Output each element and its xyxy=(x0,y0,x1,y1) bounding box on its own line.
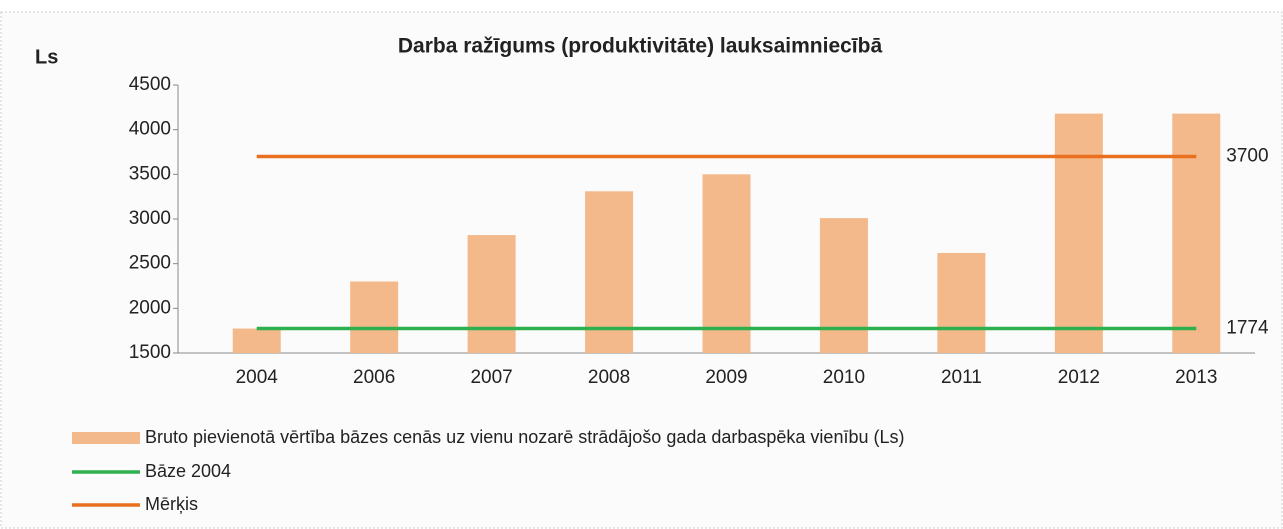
bar xyxy=(702,174,751,353)
legend-label: Mērķis xyxy=(145,494,198,514)
y-tick-label: 2500 xyxy=(129,253,171,274)
bar xyxy=(1172,113,1221,353)
y-tick-label: 4000 xyxy=(129,119,171,140)
y-tick-label: 1500 xyxy=(129,342,171,363)
x-tick-label: 2013 xyxy=(1175,367,1217,388)
data-label: 3700 xyxy=(1226,145,1268,166)
x-tick-label: 2009 xyxy=(705,367,747,388)
x-tick-label: 2007 xyxy=(470,367,512,388)
chart-title: Darba ražīgums (produktivitāte) lauksaim… xyxy=(398,35,883,58)
legend-label: Bruto pievienotā vērtība bāzes cenās uz … xyxy=(145,427,904,447)
x-tick-label: 2008 xyxy=(588,367,630,388)
legend-swatch xyxy=(72,432,140,444)
bar xyxy=(467,235,516,353)
bar xyxy=(350,281,399,353)
bar xyxy=(1054,113,1103,353)
y-axis-label: Ls xyxy=(35,46,58,68)
x-tick-label: 2006 xyxy=(353,367,395,388)
bar xyxy=(232,328,281,353)
y-tick-label: 3500 xyxy=(129,163,171,184)
x-tick-label: 2010 xyxy=(823,367,865,388)
bar xyxy=(585,191,634,353)
x-tick-label: 2011 xyxy=(941,367,982,388)
y-tick-label: 4500 xyxy=(129,74,171,95)
x-tick-label: 2012 xyxy=(1058,367,1100,388)
bar xyxy=(937,252,986,353)
legend-label: Bāze 2004 xyxy=(145,461,231,481)
y-tick-label: 2000 xyxy=(129,297,171,318)
bar xyxy=(819,218,868,353)
x-tick-label: 2004 xyxy=(236,367,279,388)
y-tick-label: 3000 xyxy=(129,208,171,229)
data-label: 1774 xyxy=(1226,318,1269,339)
